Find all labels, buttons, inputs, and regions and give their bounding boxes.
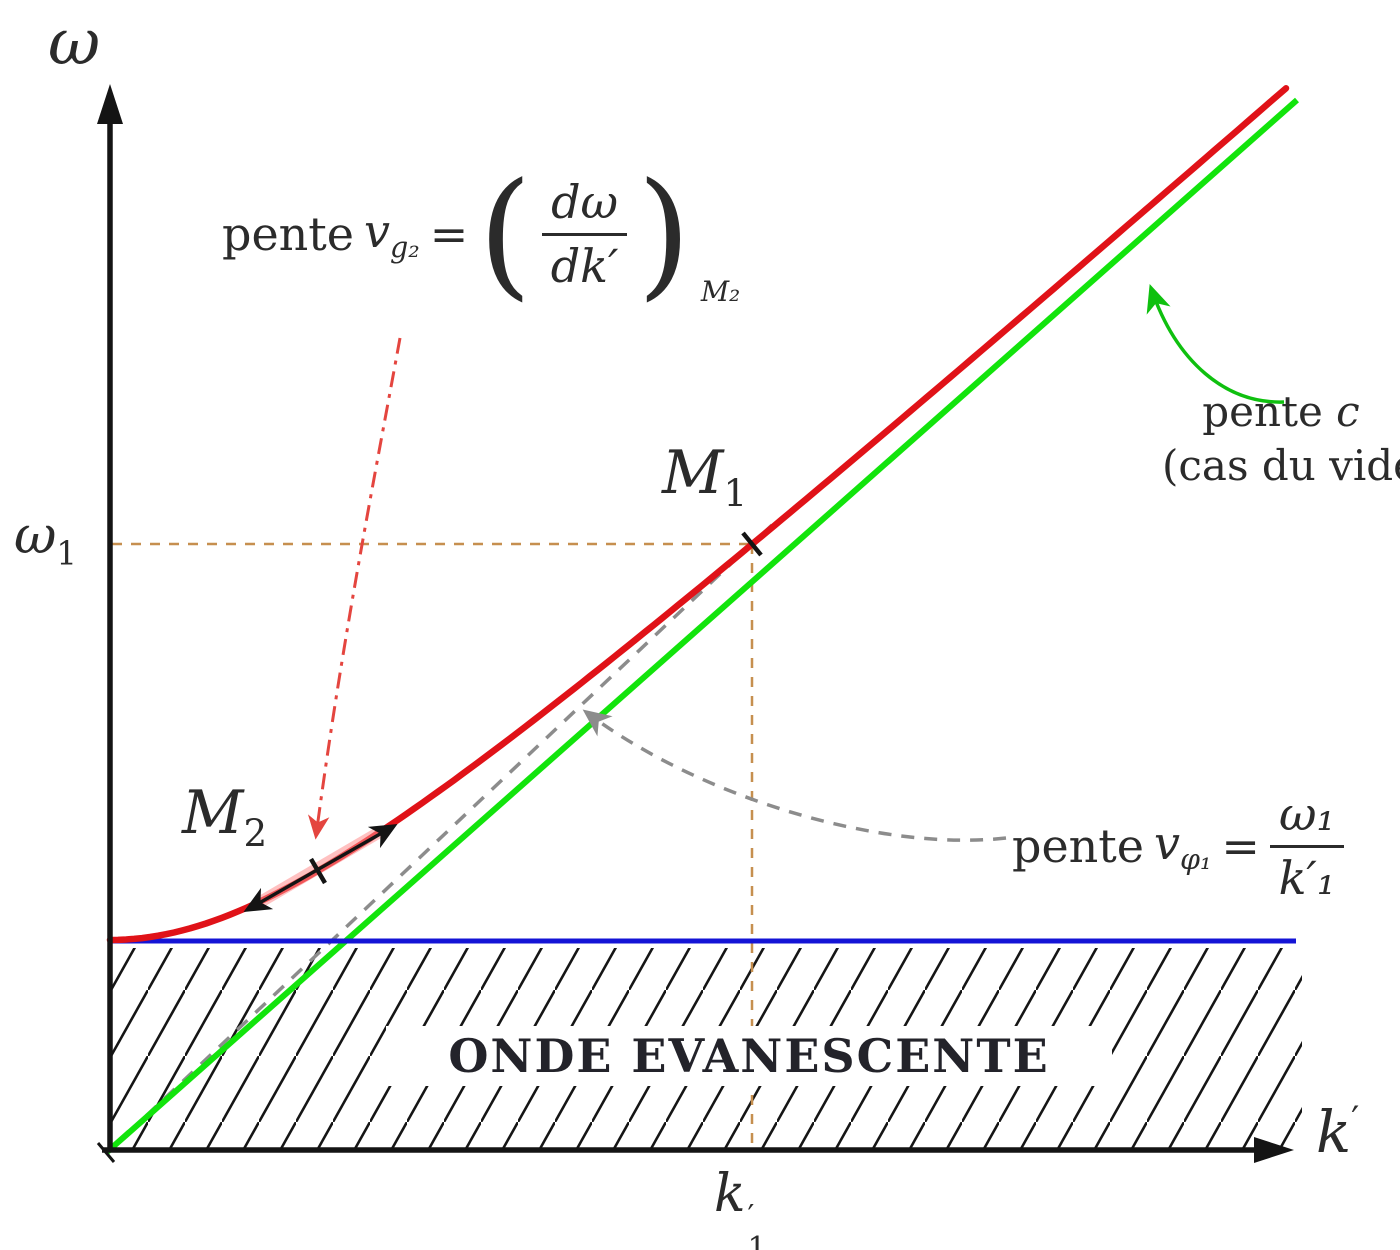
vg2-annotation-arrow xyxy=(307,337,402,840)
k1-base: k xyxy=(714,1164,746,1224)
pente-c-word: pente xyxy=(1202,387,1323,436)
m2-label: M2 xyxy=(182,778,267,855)
m1-label: M1 xyxy=(662,438,747,515)
vg2-v-base: v xyxy=(364,204,391,259)
vphi1-v: vφ₁ xyxy=(1154,816,1211,876)
vg2-fraction: dω dk′ xyxy=(542,176,628,293)
omega1-base: ω xyxy=(14,506,57,566)
vphi1-pente: pente xyxy=(1012,819,1145,874)
pente-c-label: pente c (cas du vide) xyxy=(1162,385,1400,493)
pente-c-annotation-arrow xyxy=(1146,284,1285,404)
origin-tick xyxy=(96,1142,116,1163)
vphi1-equals: = xyxy=(1221,819,1260,874)
k1-supsub: ′ 1 xyxy=(748,1201,767,1250)
k-axis-base: k xyxy=(1316,1098,1352,1166)
m1-sub: 1 xyxy=(723,471,748,515)
omega-axis-arrowhead xyxy=(97,84,123,124)
m1-tick xyxy=(741,531,763,557)
m2-base: M xyxy=(182,778,244,848)
pente-c-line2: (cas du vide) xyxy=(1162,440,1400,490)
m2-tick xyxy=(309,857,327,885)
vphi1-fraction-denominator: k′₁ xyxy=(1278,850,1336,905)
omega-axis-label: ω xyxy=(48,6,101,80)
vphi1-formula: pente vφ₁ = ω₁ k′₁ xyxy=(1012,788,1344,905)
vg2-right-paren: ) xyxy=(637,153,691,315)
vg2-v: vg₂ xyxy=(364,204,420,264)
k-axis-arrowhead xyxy=(1254,1137,1294,1163)
k-axis-label: k′ xyxy=(1316,1098,1359,1166)
pente-c-symbol: c xyxy=(1336,387,1360,436)
vg2-equals: = xyxy=(429,207,469,262)
k-axis-prime: ′ xyxy=(1351,1099,1360,1141)
light-line xyxy=(105,97,1299,1155)
omega1-sub: 1 xyxy=(56,534,77,573)
vphi1-v-base: v xyxy=(1154,816,1181,871)
vg2-v-sub: g₂ xyxy=(390,231,420,265)
k1-sub: 1 xyxy=(747,1230,767,1250)
vg2-outer-sub: M₂ xyxy=(700,274,741,308)
vg2-formula: pente vg₂ = ( dω dk′ ) M₂ xyxy=(222,153,740,315)
k1-label: k ′ 1 xyxy=(714,1164,767,1250)
omega1-label: ω1 xyxy=(14,506,77,572)
vg2-fraction-numerator: dω xyxy=(542,176,628,236)
vphi1-v-sub: φ₁ xyxy=(1180,843,1212,877)
m2-tangent-arrow xyxy=(243,823,398,913)
m2-sub: 2 xyxy=(243,811,268,855)
k1-prime: ′ xyxy=(747,1199,755,1235)
vg2-fraction-denominator: dk′ xyxy=(550,238,619,293)
vphi1-annotation-arrow xyxy=(582,709,1007,842)
pente-c-line1: pente c xyxy=(1162,385,1400,439)
phase-velocity-line xyxy=(108,523,774,1152)
vg2-pente: pente xyxy=(222,207,355,262)
m1-base: M xyxy=(662,438,724,508)
evanescent-wave-caption: ONDE EVANESCENTE xyxy=(386,1026,1112,1086)
vg2-left-paren: ( xyxy=(478,153,533,315)
vphi1-fraction: ω₁ k′₁ xyxy=(1269,788,1344,905)
vphi1-fraction-numerator: ω₁ xyxy=(1269,788,1344,848)
